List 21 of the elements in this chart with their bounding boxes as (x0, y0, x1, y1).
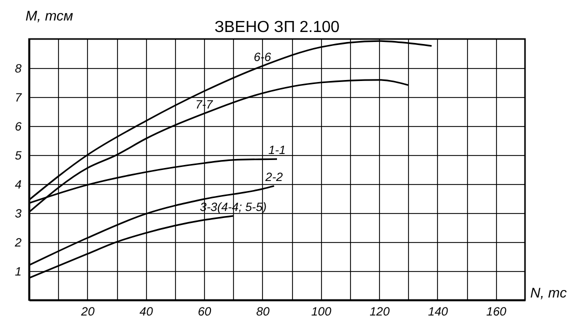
y-tick-label: 6 (14, 120, 22, 134)
x-axis-title: N, тс (530, 284, 567, 300)
y-tick-label: 2 (14, 236, 22, 250)
x-tick-label: 120 (370, 304, 390, 318)
y-axis-title: M, тсм (26, 8, 74, 24)
chart-title: ЗВЕНО ЗП 2.100 (214, 19, 340, 36)
x-tick-label: 80 (256, 304, 270, 318)
y-tick-label: 1 (14, 264, 22, 278)
x-tick-label: 100 (311, 304, 332, 318)
x-tick-label: 20 (80, 304, 95, 318)
y-tick-label: 3 (14, 206, 22, 220)
x-tick-label: 60 (198, 304, 212, 318)
y-tick-label: 7 (14, 90, 23, 104)
y-tick-label: 5 (14, 148, 22, 162)
x-tick-label: 140 (428, 304, 448, 318)
y-tick-label: 8 (14, 62, 22, 76)
x-tick-label: 160 (486, 304, 507, 318)
x-tick-label: 40 (140, 304, 154, 318)
y-tick-label: 4 (14, 178, 22, 192)
series-label: 1-1 (268, 143, 286, 158)
series-label: 2-2 (264, 170, 284, 184)
